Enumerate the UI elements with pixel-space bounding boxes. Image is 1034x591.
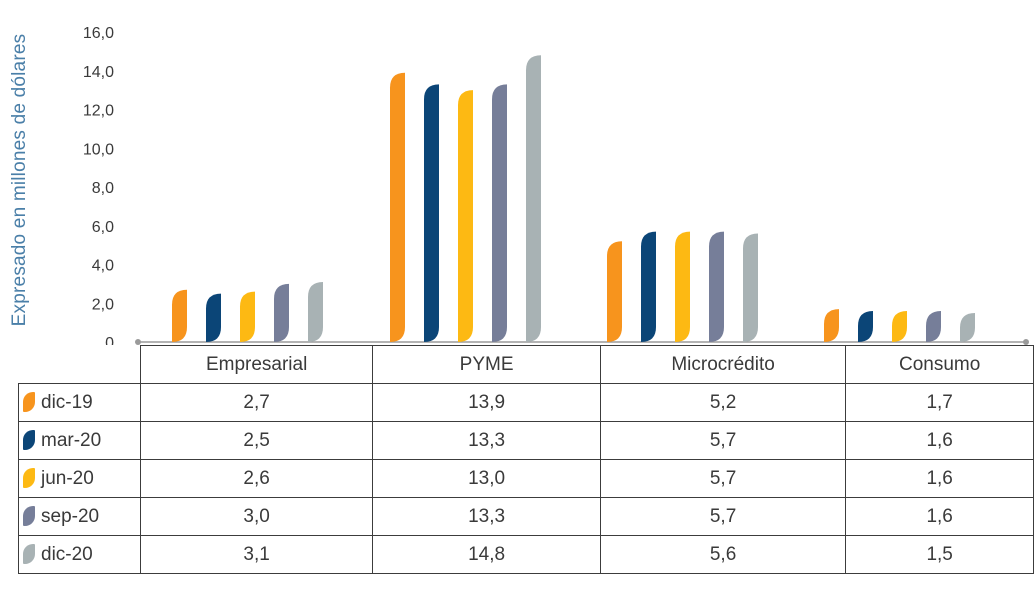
bar-dic-20-consumo <box>960 312 975 342</box>
table-cell: 2,5 <box>139 421 374 460</box>
y-tick-label: 10,0 <box>83 141 114 158</box>
y-tick-label: 12,0 <box>83 103 114 120</box>
bar-mar-20-empresarial <box>206 293 221 342</box>
table-row: mar-20 2,5 13,3 5,7 1,6 <box>18 421 1034 460</box>
bar-dic-19-consumo <box>824 309 839 342</box>
table-cell: 2,7 <box>139 383 374 422</box>
bar-dic-19-microcrédito <box>607 241 622 342</box>
table-cell: 13,9 <box>372 383 601 422</box>
table-cell: 5,7 <box>599 459 847 498</box>
bar-dic-19-empresarial <box>172 289 187 342</box>
legend-swatch-icon <box>23 467 35 488</box>
y-tick-label: 8,0 <box>92 180 114 197</box>
axis-end-dot <box>1023 339 1029 345</box>
table-cell: 1,5 <box>845 535 1034 574</box>
table-cell: 1,7 <box>845 383 1034 422</box>
series-legend-cell: jun-20 <box>18 459 141 498</box>
table-cell: 3,0 <box>139 497 374 536</box>
legend-swatch-icon <box>23 543 35 564</box>
table-cell: 13,3 <box>372 421 601 460</box>
series-legend-cell: mar-20 <box>18 421 141 460</box>
bar-jun-20-microcrédito <box>675 231 690 342</box>
series-name: dic-20 <box>41 543 93 565</box>
series-name: sep-20 <box>41 505 100 527</box>
table-cell: 13,0 <box>372 459 601 498</box>
bar-jun-20-pyme <box>458 90 473 342</box>
bar-dic-20-empresarial <box>308 281 323 342</box>
table-cell: 2,6 <box>139 459 374 498</box>
legend-swatch-icon <box>23 391 35 412</box>
table-cell: 13,3 <box>372 497 601 536</box>
bar-mar-20-pyme <box>424 84 439 342</box>
table-row: jun-20 2,6 13,0 5,7 1,6 <box>18 459 1034 498</box>
table-cell: 1,6 <box>845 459 1034 498</box>
series-name: jun-20 <box>41 467 94 489</box>
bar-dic-20-pyme <box>526 55 541 342</box>
legend-swatch-icon <box>23 429 35 450</box>
bar-mar-20-microcrédito <box>641 231 656 342</box>
bar-jun-20-empresarial <box>240 291 255 342</box>
table-cell: 5,7 <box>599 421 847 460</box>
table-cell: 5,7 <box>599 497 847 536</box>
y-tick-label: 2,0 <box>92 296 114 313</box>
axis-end-dot <box>135 339 141 345</box>
table-corner <box>18 345 141 384</box>
table-cell: 1,6 <box>845 421 1034 460</box>
table-header-cell: Microcrédito <box>599 345 847 384</box>
bar-dic-20-microcrédito <box>743 233 758 342</box>
table-cell: 5,6 <box>599 535 847 574</box>
table-cell: 14,8 <box>372 535 601 574</box>
bar-dic-19-pyme <box>390 72 405 342</box>
bar-sep-20-pyme <box>492 84 507 342</box>
data-table: Empresarial PYME Microcrédito Consumo di… <box>18 345 1034 574</box>
series-name: dic-19 <box>41 391 93 413</box>
y-tick-label: 6,0 <box>92 219 114 236</box>
series-legend-cell: sep-20 <box>18 497 141 536</box>
bar-sep-20-microcrédito <box>709 231 724 342</box>
series-name: mar-20 <box>41 429 102 451</box>
bar-mar-20-consumo <box>858 311 873 342</box>
table-header-cell: Empresarial <box>139 345 374 384</box>
bar-chart: 0 2,0 4,0 6,0 8,0 10,0 12,0 14,0 16,0 <box>83 25 1029 345</box>
y-tick-label: 16,0 <box>83 25 114 42</box>
table-header-cell: Consumo <box>845 345 1034 384</box>
series-legend-cell: dic-19 <box>18 383 141 422</box>
table-header-row: Empresarial PYME Microcrédito Consumo <box>18 345 1034 384</box>
table-cell: 3,1 <box>139 535 374 574</box>
y-tick-label: 4,0 <box>92 258 114 275</box>
table-header-cell: PYME <box>372 345 601 384</box>
y-axis-label: Expresado en millones de dólares <box>9 33 30 327</box>
y-tick-label: 14,0 <box>83 64 114 81</box>
table-row: dic-19 2,7 13,9 5,2 1,7 <box>18 383 1034 422</box>
table-cell: 5,2 <box>599 383 847 422</box>
table-cell: 1,6 <box>845 497 1034 536</box>
bar-sep-20-empresarial <box>274 283 289 342</box>
series-legend-cell: dic-20 <box>18 535 141 574</box>
table-row: dic-20 3,1 14,8 5,6 1,5 <box>18 535 1034 574</box>
y-tick-label: 0 <box>105 335 114 345</box>
legend-swatch-icon <box>23 505 35 526</box>
table-row: sep-20 3,0 13,3 5,7 1,6 <box>18 497 1034 536</box>
bar-jun-20-consumo <box>892 311 907 342</box>
bar-sep-20-consumo <box>926 311 941 342</box>
